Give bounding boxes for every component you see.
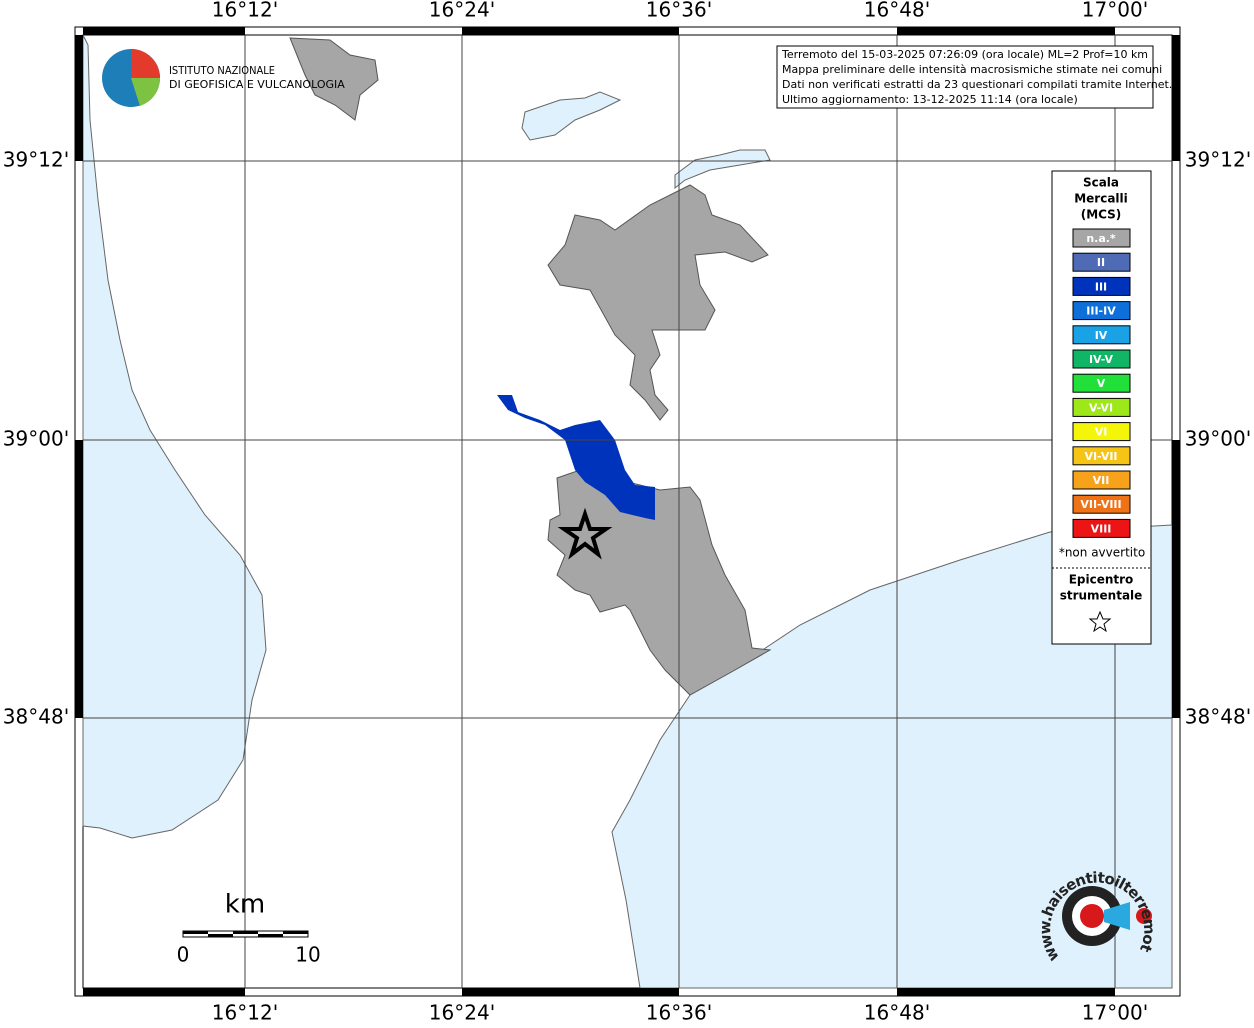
legend-title: Mercalli (1074, 192, 1128, 206)
logo-question (1136, 908, 1152, 924)
legend-star (1088, 610, 1112, 633)
frame-ticks (75, 27, 1180, 996)
lat-label: 39°12' (1185, 148, 1251, 172)
lon-label: 17°00' (1082, 1001, 1148, 1025)
logo-segment (131, 78, 161, 106)
frame-bar (83, 27, 245, 35)
frame-bar (75, 440, 83, 718)
legend-swatch (1072, 446, 1131, 466)
frame-bar (75, 35, 83, 161)
frame-bar (83, 988, 245, 996)
lat-label: 39°00' (3, 427, 69, 451)
municipality-iii (497, 395, 655, 520)
legend-epicentre: strumentale (1060, 589, 1143, 603)
legend-swatch (1072, 422, 1131, 442)
legend-swatch (1072, 276, 1131, 296)
frame-bar (897, 988, 1115, 996)
scale-seg (283, 931, 308, 934)
scale-unit: km (225, 890, 265, 920)
frame-bar (1172, 35, 1180, 161)
info-line: Ultimo aggiornamento: 13-12-2025 11:14 (… (782, 93, 1078, 106)
lon-label: 16°24' (429, 1001, 495, 1025)
graticule (83, 35, 1172, 988)
frame-bar (897, 27, 1115, 35)
scale-start: 0 (177, 943, 190, 967)
logo-segment (131, 49, 160, 78)
lat-label: 39°12' (3, 148, 69, 172)
lat-label: 38°48' (1185, 705, 1251, 729)
legend-swatch (1072, 373, 1131, 393)
lon-label: 16°48' (864, 0, 930, 22)
scale-end: 10 (295, 943, 320, 967)
lon-label: 16°12' (212, 1001, 278, 1025)
legend-label: III (1095, 280, 1107, 293)
frame-bar (1172, 440, 1180, 718)
lon-label: 16°36' (646, 1001, 712, 1025)
info-line: Dati non verificati estratti da 23 quest… (782, 78, 1172, 91)
legend-swatch (1072, 301, 1131, 321)
legend-title: (MCS) (1081, 208, 1122, 222)
legend-swatch (1072, 518, 1131, 538)
legend-label: III-IV (1086, 305, 1116, 318)
legend-label: IV-V (1089, 353, 1114, 366)
logo-text: DI GEOFISICA E VULCANOLOGIA (169, 78, 345, 91)
logo-horn (1104, 902, 1130, 930)
logo-target (1080, 904, 1104, 928)
epicentre-star (557, 507, 613, 560)
legend-label: VI (1095, 426, 1108, 439)
ingv-logo: ISTITUTO NAZIONALE DI GEOFISICA E VULCAN… (102, 49, 345, 107)
frame-bar (462, 27, 679, 35)
scale-seg (208, 934, 233, 937)
info-line: Terremoto del 15-03-2025 07:26:09 (ora l… (781, 48, 1148, 61)
legend-swatch (1072, 397, 1131, 417)
scale-seg (258, 934, 283, 937)
legend-label: VI-VII (1084, 450, 1117, 463)
legend-label: VII (1093, 474, 1110, 487)
scale-seg (183, 931, 208, 934)
lon-label: 16°36' (646, 0, 712, 22)
legend-label: II (1097, 256, 1105, 269)
legend-swatch (1072, 349, 1131, 369)
legend-swatch (1072, 325, 1131, 345)
lon-label: 17°00' (1082, 0, 1148, 22)
legend-title: Scala (1083, 176, 1119, 190)
frame-bar (462, 988, 679, 996)
lon-label: 16°24' (429, 0, 495, 22)
legend-label: VIII (1091, 522, 1112, 535)
legend-note: *non avvertito (1059, 546, 1145, 560)
legend-label: V-VI (1089, 401, 1113, 414)
logo-text: ISTITUTO NAZIONALE (169, 64, 275, 77)
legend-swatch (1072, 252, 1131, 272)
legend-label: V (1097, 377, 1106, 390)
lon-label: 16°12' (212, 0, 278, 22)
legend-swatch (1072, 228, 1131, 248)
legend-label: IV (1095, 329, 1108, 342)
info-box (776, 45, 1154, 109)
legend-swatch (1072, 494, 1131, 514)
scale-bar: km 0 10 (177, 890, 321, 967)
sea (82, 34, 1173, 989)
lat-label: 39°00' (1185, 427, 1251, 451)
municipalities (289, 37, 772, 696)
info-line: Mappa preliminare delle intensità macros… (782, 63, 1162, 76)
legend-swatch (1072, 470, 1131, 490)
lon-label: 16°48' (864, 1001, 930, 1025)
legend-label: VII-VIII (1080, 498, 1121, 511)
lat-label: 38°48' (3, 705, 69, 729)
legend-label: n.a.* (1086, 232, 1116, 245)
scale-seg (233, 931, 258, 934)
legend-epicentre: Epicentro (1069, 573, 1134, 587)
